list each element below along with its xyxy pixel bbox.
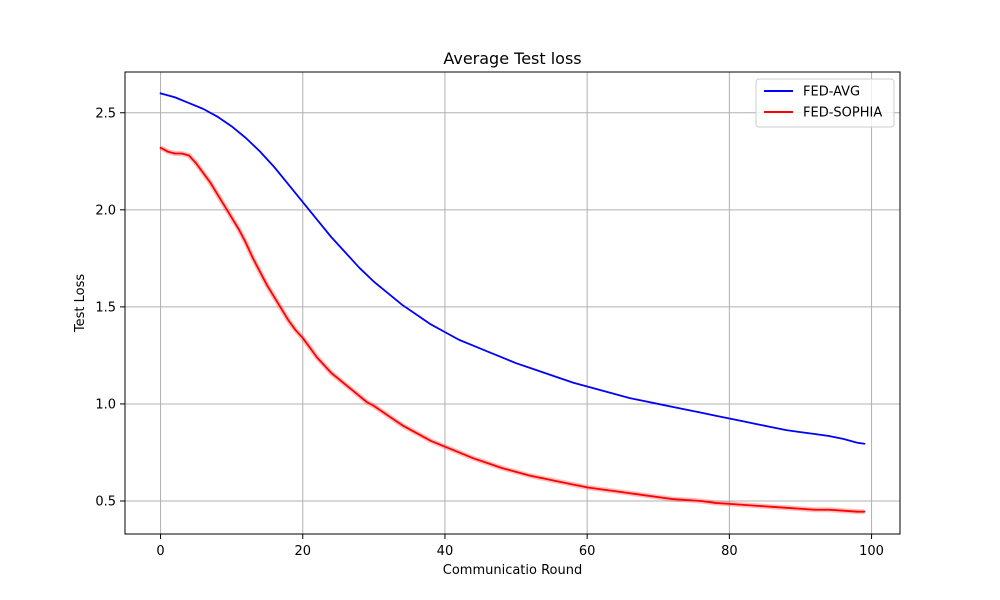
chart-title: Average Test loss [443, 49, 581, 68]
plot-frame [124, 71, 901, 535]
x-tick-label: 80 [721, 544, 738, 559]
y-tick-label: 1.5 [95, 300, 116, 315]
series-layer [159, 92, 866, 515]
series-line-fed-avg [159, 92, 866, 445]
series-line-fed-sophia [159, 146, 866, 513]
x-tick-label: 20 [294, 544, 311, 559]
x-tick-label: 40 [437, 544, 454, 559]
x-tick-label: 100 [859, 544, 884, 559]
y-tick-label: 1.0 [95, 397, 116, 412]
y-tick-label: 2.0 [95, 203, 116, 218]
y-axis-title: Test Loss [73, 274, 88, 333]
y-tick-label: 0.5 [95, 495, 116, 510]
x-tick-label: 0 [156, 544, 164, 559]
legend-label-fed-sophia: FED-SOPHIA [803, 106, 882, 121]
ticks: 0 20 40 60 80 100 0.5 1.0 1.5 2.0 2.5 [95, 106, 884, 559]
legend: FED-AVG FED-SOPHIA [755, 78, 895, 128]
y-tick-label: 2.5 [95, 106, 116, 121]
x-tick-label: 60 [579, 544, 596, 559]
legend-label-fed-avg: FED-AVG [803, 85, 860, 100]
x-axis-title: Communicatio Round [443, 563, 583, 578]
